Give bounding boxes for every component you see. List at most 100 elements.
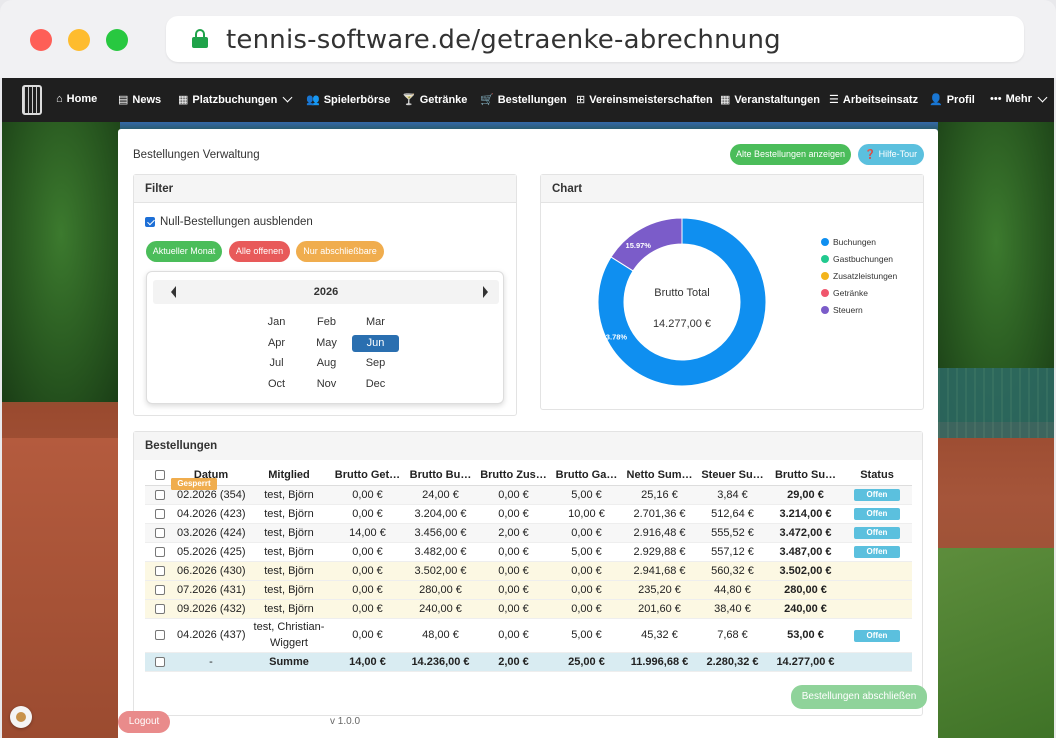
legend-item[interactable]: Buchungen <box>821 237 876 247</box>
window-close-button[interactable] <box>30 29 52 51</box>
month-oct[interactable]: Oct <box>267 378 286 390</box>
col-brutto-gast[interactable]: Brutto Ga… <box>550 465 623 486</box>
cell-zus: 0,00 € <box>477 618 550 653</box>
nav-mehr[interactable]: ••• Mehr <box>990 92 1048 105</box>
help-tour-button[interactable]: ❓ Hilfe-Tour <box>858 144 924 165</box>
cell-steuer: 38,40 € <box>696 599 769 619</box>
cell-steuer: 512,64 € <box>696 504 769 524</box>
legend-dot <box>821 289 829 297</box>
cell-mitglied: test, Björn <box>247 523 331 543</box>
slice-buchungen[interactable] <box>597 217 767 387</box>
col-mitglied[interactable]: Mitglied <box>247 465 331 486</box>
nav-bestellungen[interactable]: 🛒 Bestellungen <box>480 93 567 107</box>
row-checkbox[interactable] <box>155 603 165 614</box>
month-jun[interactable]: Jun <box>352 335 399 352</box>
month-may[interactable]: May <box>316 337 337 349</box>
table-header-row: Datum Mitglied Brutto Get… Brutto Bu… Br… <box>145 465 912 486</box>
current-month-button[interactable]: Aktueller Monat <box>146 241 222 262</box>
logout-button[interactable]: Logout <box>118 711 170 733</box>
col-steuer-summe[interactable]: Steuer Su… <box>696 465 769 486</box>
cookie-icon[interactable] <box>10 706 32 728</box>
nav-getraenke[interactable]: 🍸 Getränke <box>402 93 468 107</box>
nav-veranstaltungen[interactable]: ▦ Veranstaltungen <box>720 93 820 107</box>
legend-item[interactable]: Zusatzleistungen <box>821 271 897 281</box>
cell-mitglied: test, Björn <box>247 561 331 581</box>
slice-label: 83.78% <box>602 333 628 342</box>
row-checkbox[interactable] <box>155 584 165 595</box>
col-brutto-buchungen[interactable]: Brutto Bu… <box>404 465 477 486</box>
month-feb[interactable]: Feb <box>317 316 336 328</box>
row-checkbox[interactable] <box>155 565 165 576</box>
nav-news[interactable]: ▤ News <box>118 93 162 107</box>
nav-vereinsmeisterschaften[interactable]: ⊞ Vereinsmeisterschaften <box>576 93 713 107</box>
cell-get: 0,00 € <box>331 580 404 600</box>
address-bar[interactable]: tennis-software.de/getraenke-abrechnung <box>166 16 1024 62</box>
table-row[interactable]: 04.2026 (437) test, Christian-Wiggert 0,00… <box>145 618 912 653</box>
month-jan[interactable]: Jan <box>267 316 286 328</box>
month-dec[interactable]: Dec <box>365 378 386 390</box>
cell-netto: 2.701,36 € <box>623 504 696 524</box>
row-checkbox[interactable] <box>155 489 165 500</box>
hide-null-checkbox[interactable] <box>145 217 155 227</box>
close-orders-button[interactable]: Bestellungen abschließen <box>791 685 927 709</box>
row-checkbox[interactable] <box>155 546 165 557</box>
prev-year-button[interactable] <box>171 286 176 298</box>
col-brutto-getraenke[interactable]: Brutto Get… <box>331 465 404 486</box>
old-orders-button[interactable]: Alte Bestellungen anzeigen <box>730 144 851 165</box>
nav-home[interactable]: ⌂ Home <box>56 93 98 105</box>
col-netto-summe[interactable]: Netto Sum… <box>623 465 696 486</box>
cell-zus: 0,00 € <box>477 542 550 562</box>
orders-panel: Bestellungen Datum Mitglied Brutto Get… … <box>133 431 927 716</box>
closable-only-button[interactable]: Nur abschließbare <box>296 241 384 262</box>
legend-item[interactable]: Gastbuchungen <box>821 254 893 264</box>
col-status[interactable]: Status <box>842 465 912 486</box>
row-checkbox[interactable] <box>155 508 165 519</box>
tasks-icon: ☰ <box>829 94 839 106</box>
club-logo[interactable] <box>22 85 42 115</box>
select-all-checkbox[interactable] <box>155 469 165 480</box>
table-row[interactable]: 07.2026 (431) test, Björn 0,00 €280,00 €0,… <box>145 478 912 600</box>
col-brutto-zusatz[interactable]: Brutto Zus… <box>477 465 550 486</box>
legend-item[interactable]: Steuern <box>821 305 863 315</box>
cell-bu: 3.204,00 € <box>404 504 477 524</box>
table-row[interactable]: 06.2026 (430) test, Björn 0,00 €3.502,00 €… <box>145 478 912 581</box>
chart-center-value: 14.277,00 € <box>652 318 712 330</box>
window-maximize-button[interactable] <box>106 29 128 51</box>
window-minimize-button[interactable] <box>68 29 90 51</box>
col-brutto-summe[interactable]: Brutto Su… <box>769 465 842 486</box>
month-mar[interactable]: Mar <box>366 316 385 328</box>
nav-profil[interactable]: 👤 Profil <box>929 93 975 107</box>
month-nov[interactable]: Nov <box>316 378 337 390</box>
row-checkbox[interactable] <box>155 630 165 641</box>
row-checkbox[interactable] <box>155 527 165 538</box>
cell-datum: 06.2026 (430) <box>175 561 247 581</box>
legend-dot <box>821 306 829 314</box>
month-jul[interactable]: Jul <box>269 357 284 369</box>
status-badge: Offen <box>854 489 900 501</box>
table-row[interactable]: 02.2026 (354) test, Björn 0,00 €24,00 €0,0… <box>145 485 912 505</box>
user-cog-icon: 👤 <box>929 94 943 106</box>
status-badge: Offen <box>854 546 900 558</box>
table-row[interactable]: 03.2026 (424) test, Björn 14,00 €3.456,00 … <box>145 523 912 543</box>
month-sep[interactable]: Sep <box>365 357 386 369</box>
cell-mitglied: test, Björn <box>247 485 331 505</box>
cell-ga: 0,00 € <box>550 523 623 543</box>
summary-checkbox[interactable] <box>155 656 165 667</box>
table-row[interactable]: 09.2026 (432) test, Björn 0,00 €240,00 €0,… <box>145 478 912 619</box>
next-year-button[interactable] <box>483 286 488 298</box>
table-row[interactable]: 05.2026 (425) test, Björn 0,00 €3.482,00 €… <box>145 542 912 562</box>
version-label: v 1.0.0 <box>330 716 361 727</box>
summary-datum: - <box>175 652 247 672</box>
nav-spielerboerse[interactable]: 👥 Spielerbörse <box>306 93 391 107</box>
all-open-button[interactable]: Alle offenen <box>229 241 290 262</box>
month-apr[interactable]: Apr <box>267 337 286 349</box>
table-row[interactable]: 04.2026 (423) test, Björn 0,00 €3.204,00 €… <box>145 504 912 524</box>
hide-null-toggle[interactable]: Null-Bestellungen ausblenden <box>145 216 313 228</box>
legend-item[interactable]: Getränke <box>821 288 868 298</box>
month-aug[interactable]: Aug <box>316 357 337 369</box>
cell-zus: 0,00 € <box>477 485 550 505</box>
nav-platzbuchungen[interactable]: ▦ Platzbuchungen <box>178 92 293 106</box>
ellipsis-icon: ••• <box>990 93 1002 105</box>
nav-arbeitseinsatz[interactable]: ☰ Arbeitseinsatz <box>829 93 919 107</box>
users-icon: 👥 <box>306 94 320 106</box>
